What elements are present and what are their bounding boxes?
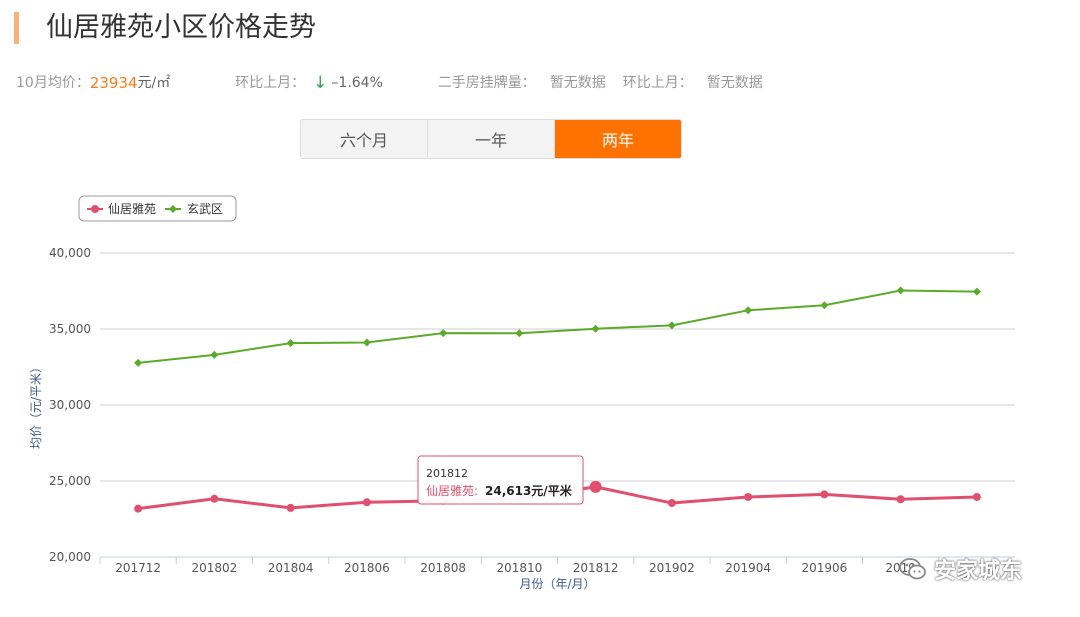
mom-label: 环比上月：	[235, 75, 306, 91]
x-tick-label: 201812	[573, 561, 619, 575]
data-point	[589, 480, 602, 493]
data-point	[286, 339, 295, 348]
data-point	[667, 499, 676, 508]
legend-label-series2: 玄武区	[187, 201, 223, 216]
title-accent-bar	[14, 12, 19, 44]
tooltip-series-label: 仙居雅苑:	[426, 483, 478, 498]
tab-two-years[interactable]: 两年	[555, 120, 681, 158]
y-tick-label: 35,000	[49, 322, 91, 336]
data-point	[591, 324, 600, 333]
tooltip-value: 24,613元/平米	[485, 483, 573, 498]
series-line	[138, 289, 977, 364]
avg-price-unit: 元/㎡	[137, 75, 171, 91]
tab-one-year[interactable]: 一年	[428, 120, 555, 158]
legend-box	[78, 195, 237, 222]
listing-mom-label: 环比上月：	[622, 75, 693, 91]
y-axis-title: 均价（元/平米）	[29, 361, 43, 449]
data-point	[134, 358, 143, 367]
data-point	[439, 329, 448, 338]
x-tick-label: 201804	[268, 561, 314, 575]
tab-six-months[interactable]: 六个月	[301, 120, 428, 158]
x-tick-label: 201802	[191, 561, 237, 575]
data-point	[972, 492, 981, 501]
data-point	[134, 504, 143, 513]
listing-label: 二手房挂牌量：	[437, 75, 536, 91]
avg-price-label: 10月均价：	[16, 75, 90, 91]
data-point	[744, 492, 753, 501]
wechat-icon	[899, 558, 926, 580]
watermark-text: 安家城东	[934, 559, 1023, 584]
y-tick-label: 40,000	[49, 246, 91, 260]
y-tick-label: 25,000	[49, 474, 91, 488]
data-point	[667, 321, 676, 330]
x-tick-label: 201810	[496, 561, 542, 575]
period-tabs: 六个月 一年 两年	[300, 119, 682, 159]
data-point	[210, 494, 219, 503]
legend-marker-series2	[169, 205, 177, 213]
legend-marker-series1	[91, 205, 99, 213]
data-point	[896, 495, 905, 504]
data-point	[210, 350, 219, 359]
tooltip-title: 201812	[426, 467, 468, 480]
listing-value: 暂无数据	[549, 75, 606, 91]
x-axis-title: 月份（年/月）	[519, 577, 595, 591]
data-point	[820, 490, 829, 499]
down-arrow-icon: ↓	[313, 73, 328, 93]
listing-mom-value: 暂无数据	[706, 75, 763, 91]
data-point	[820, 301, 829, 310]
mom-value: –1.64%	[331, 75, 383, 91]
watermark: 安家城东	[898, 553, 1022, 585]
price-stats: 10月均价：23934元/㎡ 环比上月： ↓ –1.64% 二手房挂牌量： 暂无数据 …	[16, 72, 763, 94]
x-tick-label: 201712	[115, 561, 161, 575]
data-point	[896, 286, 905, 295]
avg-price-value: 23934	[89, 74, 138, 92]
tooltip-box	[417, 455, 584, 505]
data-point	[744, 306, 753, 315]
x-tick-label: 201808	[420, 561, 466, 575]
data-point	[362, 338, 371, 347]
y-tick-label: 30,000	[49, 398, 91, 412]
x-tick-label: 201806	[344, 561, 390, 575]
data-point	[972, 287, 981, 296]
data-point	[515, 329, 524, 338]
x-tick-label: 201904	[725, 561, 771, 575]
x-tick-label: 201902	[649, 561, 695, 575]
page-title: 仙居雅苑小区价格走势	[46, 12, 316, 43]
x-tick-label: 201906	[801, 561, 847, 575]
legend-label-series1: 仙居雅苑	[108, 201, 156, 216]
data-point	[362, 498, 371, 507]
data-point	[286, 503, 295, 512]
y-tick-label: 20,000	[49, 550, 91, 564]
